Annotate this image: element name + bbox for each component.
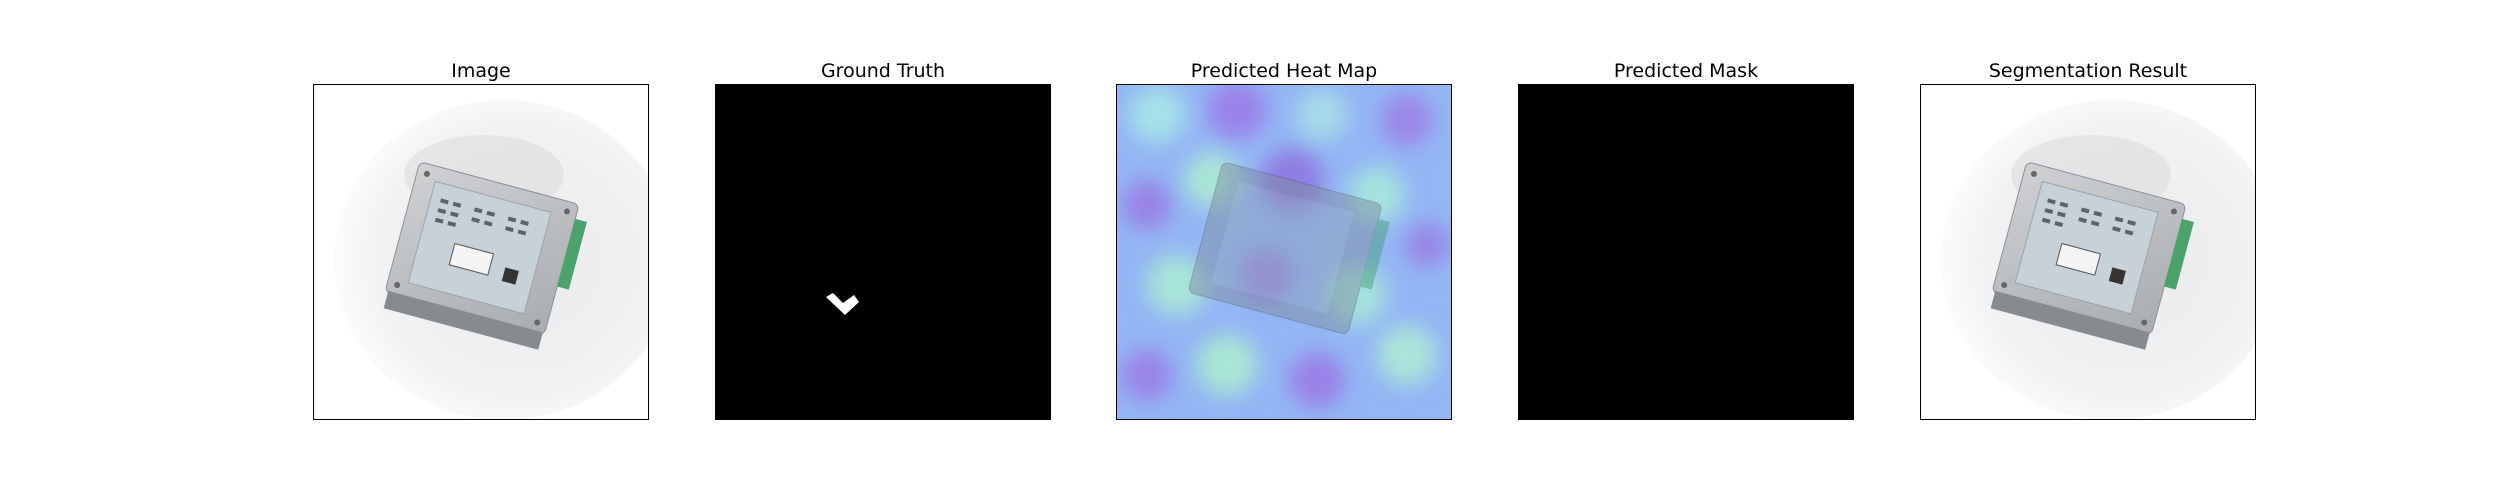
device-photo: [314, 85, 648, 419]
panel-title: Segmentation Result: [1988, 60, 2188, 82]
predicted-mask-panel: Predicted Mask: [1518, 0, 1858, 500]
segmentation-result-panel: Segmentation Result: [1920, 0, 2260, 500]
panel-title: Image: [451, 60, 511, 82]
ground-truth-defect: [716, 85, 1050, 419]
panel-title: Predicted Mask: [1613, 60, 1759, 82]
device-photo: [1921, 85, 2255, 419]
ground-truth-panel: Ground Truth: [715, 0, 1055, 500]
empty-mask: [1519, 85, 1853, 419]
heatmap-panel: Predicted Heat Map: [1116, 0, 1456, 500]
predicted-mask: [1518, 84, 1854, 420]
panel-title: Predicted Heat Map: [1190, 60, 1378, 82]
predicted-heat-map: [1116, 84, 1452, 420]
segmentation-result-image: [1920, 84, 2256, 420]
heat-map-overlay: [1117, 85, 1451, 419]
input-image: [313, 84, 649, 420]
panel-title: Ground Truth: [820, 60, 946, 82]
image-panel: Image: [313, 0, 653, 500]
ground-truth-mask: [715, 84, 1051, 420]
